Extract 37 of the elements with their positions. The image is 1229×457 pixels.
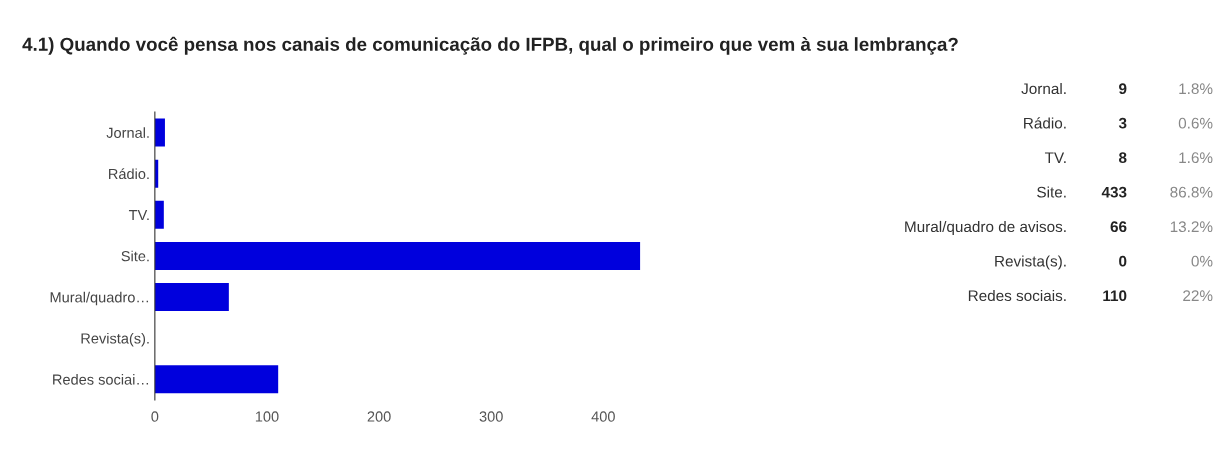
y-tick-label: Revista(s). [81, 332, 149, 347]
text: Jornal. [1021, 82, 1066, 95]
y-tick-label: TV. [128, 210, 149, 221]
text: 0% [1191, 255, 1213, 267]
text: 66 [1110, 221, 1127, 233]
x-tick-label: 100 [255, 411, 279, 422]
text: Revista(s). [995, 255, 1066, 270]
text: Site. [1037, 186, 1066, 198]
text: 0 [1119, 255, 1127, 267]
y-tick-label: Rádio. [109, 168, 149, 180]
text: 9 [1119, 83, 1127, 95]
text: 1.8% [1179, 83, 1213, 95]
text: 8 [1118, 152, 1127, 164]
text: 3 [1118, 117, 1127, 129]
bar [154, 365, 279, 394]
y-tick-label: Redes sociai… [53, 374, 149, 385]
text: 433 [1101, 186, 1127, 198]
bar [154, 241, 641, 270]
text: 1.6% [1179, 152, 1213, 164]
x-tick-label: 300 [479, 411, 503, 422]
text: 110 [1103, 290, 1127, 302]
chart-title: 4.1) Quando você pensa nos canais de comunicação do IFPB, qual o primeiro que vem à sua lembrança? [22, 36, 958, 55]
y-tick-label: Site. [121, 250, 149, 262]
text: 86.8% [1170, 186, 1213, 198]
text: TV. [1044, 152, 1066, 163]
x-tick-label: 0 [151, 411, 159, 422]
x-tick-label: 200 [367, 411, 391, 422]
text: 13.2% [1170, 221, 1213, 233]
x-tick-label: 400 [591, 411, 615, 422]
y-tick-label: Jornal. [106, 127, 149, 138]
text: Mural/quadro de avisos. [905, 220, 1066, 236]
text: Redes sociais. [968, 289, 1066, 302]
text: 22% [1183, 290, 1213, 302]
bar [154, 283, 229, 312]
text: 0.6% [1178, 117, 1213, 129]
text: Rádio. [1024, 117, 1066, 129]
y-tick-label: Mural/quadro… [50, 291, 149, 306]
